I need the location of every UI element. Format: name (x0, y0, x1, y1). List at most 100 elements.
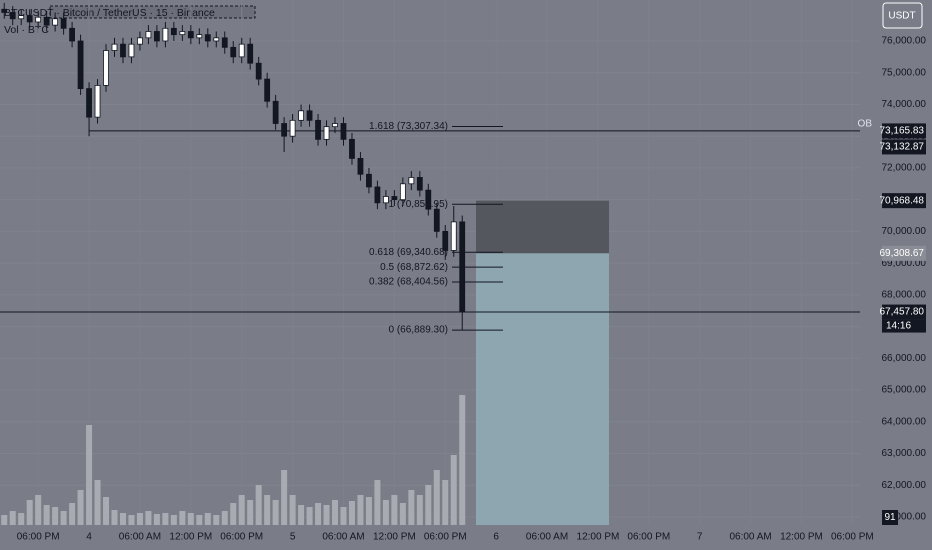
candle-body (238, 43, 245, 58)
volume-bar (391, 495, 398, 525)
candle-body (425, 189, 432, 210)
candle-body (154, 31, 160, 42)
candle-body (204, 34, 211, 42)
volume-bar (315, 503, 322, 525)
volume-bar (416, 495, 423, 525)
x-tick-label: 06:00 PM (17, 532, 60, 543)
candle-body (349, 138, 355, 159)
candle-body (340, 123, 347, 140)
x-tick-label: 06:00 PM (831, 532, 874, 543)
candle-body (408, 177, 415, 185)
candle-body (94, 85, 101, 118)
y-tick-label: 69,000.00 (882, 258, 927, 269)
y-tick-label: 75,000.00 (882, 67, 927, 78)
candle-body (315, 119, 321, 140)
candle-body (69, 27, 75, 42)
symbol-box (49, 5, 256, 19)
candle-body (323, 126, 330, 140)
y-tick-label: 64,000.00 (882, 416, 927, 427)
volume-bar (153, 514, 160, 525)
volume-bar (221, 511, 228, 525)
candle-body (120, 43, 126, 58)
volume-bar (204, 513, 211, 525)
volume-bar (348, 501, 355, 525)
candle-body (1, 8, 8, 13)
volume-bar (374, 480, 381, 525)
x-tick-label: 06:00 AM (729, 532, 771, 543)
y-tick-label: 61,000.00 (882, 512, 927, 523)
y-tick-label: 65,000.00 (882, 385, 927, 396)
candle-body (145, 31, 152, 39)
candle-body (52, 18, 59, 26)
volume-bar (170, 515, 177, 525)
volume-bar (442, 480, 449, 525)
x-tick-label: 06:00 AM (119, 532, 161, 543)
candle-body (128, 43, 135, 58)
x-tick-label: 06:00 AM (526, 532, 568, 543)
y-tick-label: 62,000.00 (882, 480, 927, 491)
y-tick-label: 63,000.00 (882, 448, 927, 459)
volume-bar (399, 503, 406, 525)
volume-bar (86, 425, 93, 525)
chart-subtitle: Vol · BTC (4, 24, 49, 36)
fib-label: 0.5 (68,872.62) (380, 262, 448, 273)
volume-bar (332, 500, 339, 525)
price-axis (860, 0, 932, 550)
candle-body (357, 158, 364, 175)
volume-bar (9, 511, 16, 525)
currency-label[interactable]: USDT (888, 11, 915, 22)
fib-label: 0 (66,889.30) (389, 325, 449, 336)
chart-title: BTCUSDT · Bitcoin / TetherUS · 15 · Bina… (4, 7, 215, 19)
countdown-badge (882, 319, 926, 333)
volume-bar (26, 500, 33, 525)
volume-bar (408, 490, 415, 525)
candle-body (391, 196, 398, 201)
volume-bar (382, 500, 389, 525)
fib-label: 0.382 (68,404.56) (369, 277, 448, 288)
candle-body (264, 78, 271, 102)
x-tick-label: 06:00 AM (322, 532, 364, 543)
y-tick-label: 74,000.00 (882, 99, 927, 110)
volume-bar (340, 507, 347, 525)
candle-body (382, 196, 389, 204)
volume-badge (882, 510, 898, 525)
y-tick-label: 66,000.00 (882, 353, 927, 364)
volume-bar (213, 515, 220, 525)
x-tick-label: 6 (493, 532, 499, 543)
volume-bar (60, 511, 67, 525)
volume-bar (238, 495, 245, 525)
price-badge (882, 193, 926, 209)
x-tick-label: 12:00 PM (373, 532, 416, 543)
candle-body (162, 27, 169, 42)
candle-body (416, 177, 423, 191)
price-badge-label: 67,457.80 (880, 307, 925, 318)
x-tick-label: 7 (697, 532, 703, 543)
volume-bar (196, 515, 203, 525)
x-tick-label: 4 (86, 532, 92, 543)
volume-bar (357, 495, 364, 525)
x-tick-label: 12:00 PM (780, 532, 823, 543)
volume-bar (103, 497, 110, 525)
candle-body (289, 119, 296, 137)
price-badge (882, 123, 926, 139)
candle-body (450, 221, 457, 251)
candle-body (111, 43, 118, 51)
currency-button[interactable] (882, 2, 923, 29)
candle-body (179, 31, 186, 36)
candle-body (18, 15, 25, 20)
volume-bar (111, 510, 118, 525)
volume-bar (77, 490, 84, 525)
candle-body (221, 37, 228, 48)
volume-bar (323, 505, 330, 525)
stop-zone (476, 200, 609, 254)
candle-body (281, 123, 288, 137)
price-badge-label: 73,132.87 (880, 142, 925, 153)
candle-body (9, 12, 16, 20)
x-tick-label: 06:00 PM (627, 532, 670, 543)
volume-bar (450, 455, 457, 525)
ob-label: OB (858, 119, 873, 130)
volume-bar (433, 470, 440, 525)
x-tick-label: 06:00 PM (424, 532, 467, 543)
candle-body (77, 40, 84, 89)
